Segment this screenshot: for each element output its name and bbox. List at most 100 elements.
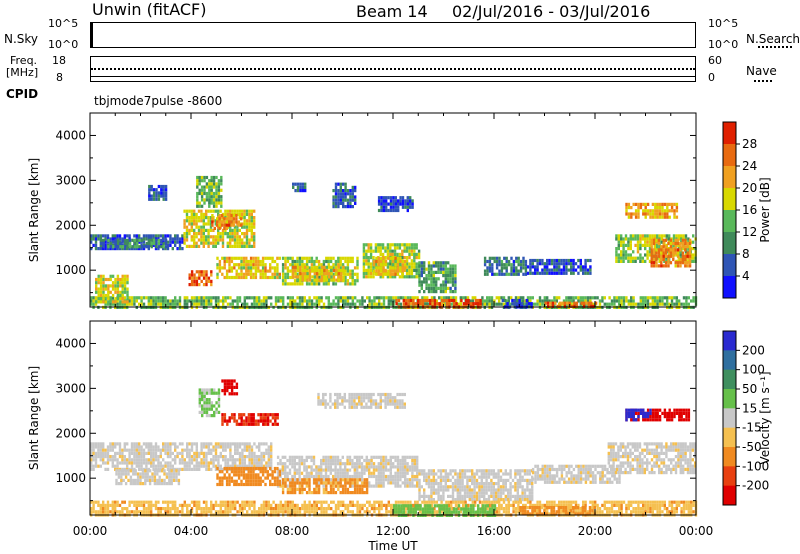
colorbar-tick-label: 15 — [742, 401, 757, 415]
colorbar-segment — [723, 466, 736, 487]
y-tick-label: 1000 — [55, 263, 86, 277]
scatter-region — [418, 469, 534, 502]
x-tick-label: 00:00 — [679, 524, 714, 538]
colorbar-tick-label: 24 — [742, 159, 757, 173]
colorbar-segment — [723, 427, 736, 448]
colorbar-frame — [722, 330, 737, 506]
nsearch-tick-top: 10^5 — [708, 17, 739, 30]
colorbar-tick-label: -200 — [742, 479, 769, 493]
nsky-trace — [91, 23, 93, 47]
x-tick-label: 00:00 — [73, 524, 108, 538]
colorbar-tick-label: 50 — [742, 382, 757, 396]
colorbar-tick-label: 8 — [742, 247, 750, 261]
colorbar-tick-label: 100 — [742, 363, 765, 377]
x-tick-label: 20:00 — [578, 524, 613, 538]
y-tick-label: 2000 — [55, 218, 86, 232]
nave-label: Nave — [746, 64, 777, 78]
cpid-text: tbjmode7pulse -8600 — [94, 94, 223, 108]
freq-trace — [91, 76, 695, 77]
colorbar-segment — [723, 122, 736, 145]
colorbar-segment — [723, 350, 736, 371]
colorbar-tick-label: 16 — [742, 203, 757, 217]
colorbar-segment — [723, 210, 736, 233]
velocity-heatmap — [90, 321, 698, 517]
colorbar-segment — [723, 144, 736, 167]
panel-background — [90, 321, 696, 515]
colorbar-segment — [723, 485, 736, 506]
nsky-tick-bottom: 10^0 — [48, 38, 79, 51]
colorbar-label: Power [dB] — [758, 177, 772, 242]
plot-axes: 1000 2000 3000 4000 Slant Range [km] 4 8 12 16 20… — [27, 112, 772, 553]
y-tick-label: 3000 — [55, 173, 86, 187]
scatter-region — [625, 408, 652, 422]
power-heatmap — [90, 113, 698, 309]
scatter-region — [196, 175, 223, 208]
y-tick-label: 4000 — [55, 336, 86, 350]
colorbar-segment — [723, 276, 736, 299]
y-axis-label: Slant Range [km] — [27, 366, 41, 470]
freq-nave-panel — [90, 56, 696, 82]
scatter-region — [211, 214, 243, 230]
nave-tick-top: 60 — [708, 54, 722, 67]
freq-label: Freq. — [10, 54, 38, 67]
scatter-region — [292, 265, 345, 282]
x-tick-label: 12:00 — [376, 524, 411, 538]
nsky-label: N.Sky — [4, 32, 39, 46]
nsearch-legend-line — [758, 46, 792, 48]
scatter-region — [216, 256, 281, 280]
colorbar-segment — [723, 369, 736, 390]
colorbar-tick-label: -15 — [742, 421, 762, 435]
x-tick-label: 16:00 — [477, 524, 512, 538]
scatter-region — [531, 464, 621, 484]
scatter-region — [148, 184, 168, 201]
station-title: Unwin (fitACF) — [92, 0, 207, 19]
beam-label: Beam 14 — [356, 2, 428, 21]
scatter-region — [281, 478, 369, 495]
colorbar-tick-label: 200 — [742, 343, 765, 357]
y-tick-label: 2000 — [55, 426, 86, 440]
scatter-region — [317, 392, 406, 409]
scatter-region — [332, 182, 357, 209]
colorbar-segment — [723, 389, 736, 409]
colorbar-segment — [723, 166, 736, 189]
x-axis-label: Time UT — [367, 539, 418, 553]
nsky-panel — [90, 22, 696, 48]
scatter-region — [418, 261, 457, 294]
scatter-region — [188, 270, 213, 287]
y-axis-label: Slant Range [km] — [27, 158, 41, 262]
colorbar-tick-label: 20 — [742, 181, 757, 195]
scatter-region — [221, 379, 239, 396]
y-tick-label: 4000 — [55, 128, 86, 142]
nave-trace — [91, 68, 695, 70]
colorbar-segment — [723, 447, 736, 467]
y-tick-label: 3000 — [55, 381, 86, 395]
scatter-region — [650, 238, 692, 268]
nave-tick-bottom: 0 — [708, 71, 715, 84]
colorbar-segment — [723, 408, 736, 429]
colorbar-tick-label: -100 — [742, 459, 769, 473]
scatter-region — [115, 469, 181, 486]
colorbar-tick-label: 28 — [742, 137, 757, 151]
colorbar-tick-label: -50 — [742, 440, 762, 454]
scatter-region — [519, 506, 596, 516]
date-range: 02/Jul/2016 - 03/Jul/2016 — [452, 2, 651, 21]
scatter-region — [221, 413, 279, 426]
scatter-region — [292, 182, 307, 193]
scatter-region — [483, 256, 528, 276]
nsearch-tick-bottom: 10^0 — [708, 38, 739, 51]
x-tick-label: 04:00 — [174, 524, 209, 538]
scatter-region — [372, 256, 407, 276]
cpid-label: CPID — [6, 87, 39, 101]
colorbar-segment — [723, 232, 736, 255]
colorbar-tick-label: 4 — [742, 269, 750, 283]
x-tick-label: 08:00 — [275, 524, 310, 538]
scatter-region — [216, 466, 281, 487]
scatter-region — [625, 202, 679, 219]
y-tick-label: 1000 — [55, 471, 86, 485]
scatter-region — [526, 258, 592, 275]
scatter-region — [95, 274, 129, 304]
colorbar-tick-label: 12 — [742, 225, 757, 239]
freq-tick-bottom: 8 — [56, 71, 63, 84]
nave-legend-line — [754, 80, 772, 82]
